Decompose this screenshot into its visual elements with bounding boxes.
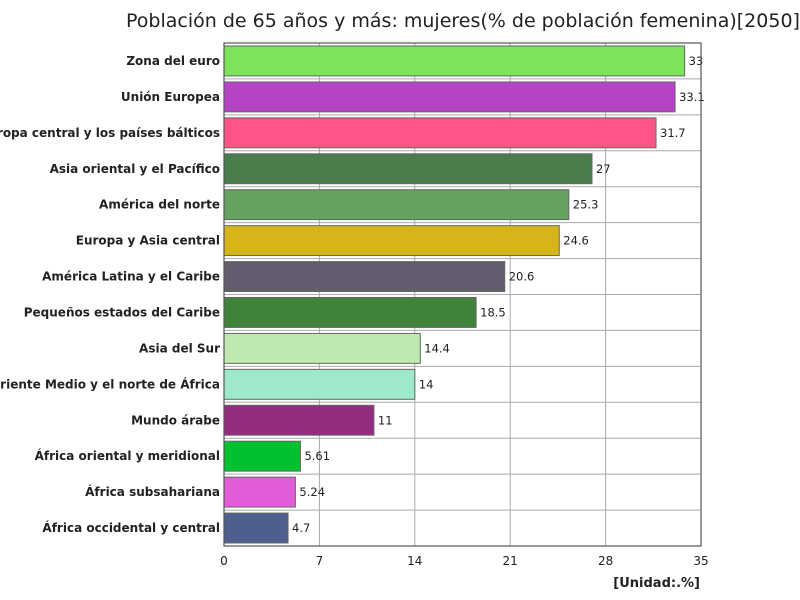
grid-lines — [223, 43, 702, 546]
x-axis-ticks: 0 7 14 21 28 35 — [220, 554, 708, 568]
value-label-4: 25.3 — [573, 198, 599, 212]
bar-12 — [223, 476, 296, 508]
value-label-12: 5.24 — [299, 485, 325, 499]
category-labels: Zona del euro Unión Europea Europa central… — [0, 54, 220, 535]
bar-0 — [223, 45, 686, 77]
category-label-2: Europa central y los países bálticos — [0, 126, 220, 140]
bar-10 — [223, 404, 375, 436]
bar-13 — [223, 512, 289, 544]
chart-title: Población de 65 años y más: mujeres(% de… — [126, 10, 800, 32]
bars — [223, 45, 686, 544]
bar-2 — [223, 117, 657, 149]
value-label-3: 27 — [596, 162, 611, 176]
category-label-6: América Latina y el Caribe — [42, 270, 220, 284]
x-tick-label-4: 28 — [598, 554, 613, 568]
bar-4 — [223, 189, 570, 221]
value-label-7: 18.5 — [480, 305, 506, 319]
value-label-2: 31.7 — [660, 126, 686, 140]
category-label-8: Asia del Sur — [139, 341, 220, 355]
category-label-5: Europa y Asia central — [76, 234, 220, 248]
value-label-9: 14 — [419, 377, 434, 391]
plot-frame — [223, 42, 702, 547]
x-tick-label-0: 0 — [220, 554, 228, 568]
x-tick-label-2: 14 — [407, 554, 422, 568]
category-label-11: África oriental y meridional — [35, 448, 220, 463]
value-label-11: 5.61 — [304, 449, 330, 463]
category-label-7: Pequeños estados del Caribe — [24, 305, 220, 319]
value-label-10: 11 — [378, 413, 393, 427]
bar-5 — [223, 225, 560, 257]
value-label-0: 33 — [689, 54, 704, 68]
value-label-1: 33.1 — [679, 90, 705, 104]
category-label-4: América del norte — [99, 198, 220, 212]
x-tick-label-1: 7 — [316, 554, 324, 568]
category-label-12: África subsahariana — [85, 484, 220, 499]
value-label-13: 4.7 — [292, 521, 310, 535]
category-label-3: Asia oriental y el Pacífico — [50, 162, 220, 176]
bar-3 — [223, 153, 593, 185]
category-label-9: Oriente Medio y el norte de África — [0, 376, 220, 391]
bar-11 — [223, 440, 301, 472]
value-label-6: 20.6 — [509, 270, 535, 284]
category-label-1: Unión Europea — [121, 90, 220, 104]
bar-7 — [223, 297, 477, 328]
category-label-13: África occidental y central — [42, 520, 220, 535]
bar-6 — [223, 261, 506, 293]
category-label-10: Mundo árabe — [131, 413, 220, 427]
category-label-0: Zona del euro — [126, 54, 220, 68]
bar-9 — [223, 368, 416, 400]
unit-label: [Unidad:.%] — [613, 576, 700, 591]
value-labels: 33 33.1 31.7 27 25.3 24.6 20.6 18.5 14.4 14 11 5.61… — [292, 54, 705, 535]
x-tick-label-3: 21 — [503, 554, 518, 568]
x-tick-label-5: 35 — [693, 554, 708, 568]
value-label-5: 24.6 — [563, 234, 589, 248]
bar-8 — [223, 332, 421, 364]
value-label-8: 14.4 — [424, 341, 450, 355]
bar-1 — [223, 81, 676, 113]
